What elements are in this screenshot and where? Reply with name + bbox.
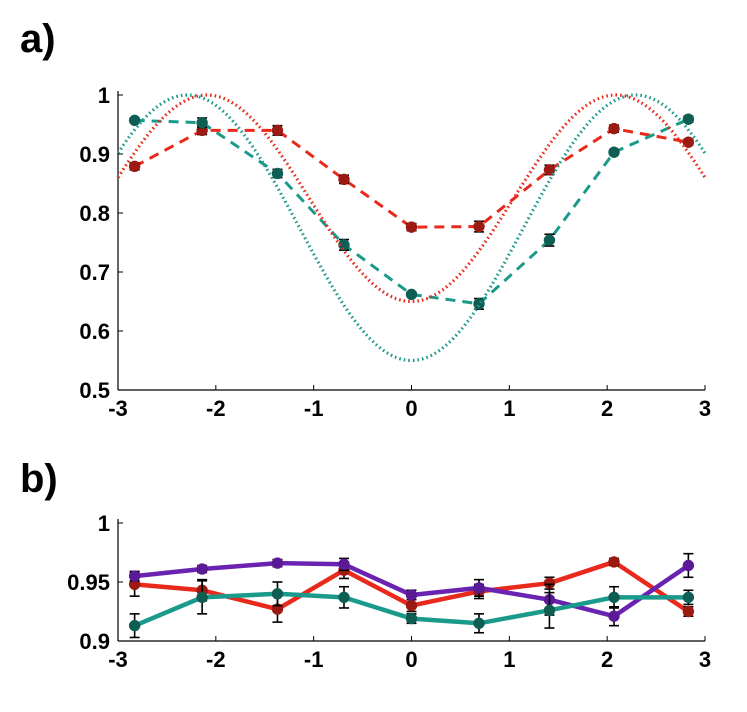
panel-a-data-point [128, 114, 141, 127]
panel-a-data-point [473, 298, 485, 310]
panel-b-data-point [608, 610, 620, 622]
panel-a-plot: -3 -2 -1 0 1 2 3 0.5 0.6 0.7 0.8 0.9 1 [79, 83, 711, 421]
panel-a-data-point [338, 173, 350, 186]
panel-b-data-point [128, 570, 141, 582]
panel-b-y-tick-label: 1 [98, 511, 110, 536]
panel-b-y-tick-label: 0.9 [79, 629, 110, 654]
panel-b-data-point [271, 588, 284, 600]
panel-a: a) -3 -2 -1 0 1 2 3 0.5 0.6 0.7 0.8 0.9 1 [20, 17, 711, 421]
panel-b-x-tick-label: 0 [405, 647, 417, 672]
panel-a-series-2 [128, 113, 695, 310]
panel-a-data-point [405, 221, 418, 233]
panel-a-series-3 [116, 93, 707, 304]
panel-b-data-point [405, 589, 418, 601]
panel-a-y-tick-label: 1 [98, 83, 110, 108]
panel-b-data-point [682, 591, 695, 604]
panel-b-x-tick-label: -3 [108, 647, 128, 672]
panel-a-series-line-2 [134, 117, 689, 306]
panel-b-data-point [196, 591, 208, 604]
panel-b-series-2 [128, 552, 695, 627]
panel-b-data-point [338, 558, 350, 571]
panel-a-y-tick-label: 0.8 [79, 201, 110, 226]
panel-b-label: b) [20, 457, 58, 501]
panel-a-y-tick-label: 0.5 [79, 378, 110, 403]
panel-a-data-point [405, 288, 418, 301]
panel-a-data-point [473, 220, 485, 233]
panel-a-y-tick-label: 0.9 [79, 142, 110, 167]
panel-b-data-point [608, 591, 620, 604]
panel-b-series-3 [128, 580, 695, 639]
panel-b-data-point [682, 559, 695, 572]
panel-b-data-point [405, 599, 418, 612]
panel-a-x-tick-label: -2 [206, 396, 226, 421]
panel-a-series-4 [116, 93, 707, 363]
panel-b-data-point [338, 591, 350, 604]
panel-a-data-point [128, 160, 141, 173]
panel-a-data-point [271, 124, 284, 137]
panel-b-x-tick-label: -2 [206, 647, 226, 672]
panel-a-series-1 [128, 122, 695, 233]
panel-b-x-tick-label: 1 [503, 647, 515, 672]
panel-a-x-tick-label: 1 [503, 396, 515, 421]
panel-a-x-tick-label: 2 [601, 396, 613, 421]
panel-b-data-point [543, 604, 556, 617]
panel-b-x-tick-label: 3 [699, 647, 711, 672]
panel-b-data-point [682, 605, 695, 618]
panel-b: b) -3 -2 -1 0 1 2 3 0.9 0.95 1 [20, 457, 711, 672]
panel-a-model-curve-4 [116, 93, 707, 363]
panel-a-model-curve-3 [116, 93, 707, 304]
panel-b-data-point [405, 612, 418, 625]
panel-a-data-point [271, 167, 284, 180]
panel-a-data-point [196, 116, 208, 129]
panel-b-y-tick-label: 0.95 [67, 570, 110, 595]
panel-a-data-point [682, 136, 695, 148]
panel-b-data-point [128, 619, 141, 632]
panel-b-data-point [608, 556, 620, 568]
panel-a-x-tick-label: 0 [405, 396, 417, 421]
panel-a-x-tick-label: -3 [108, 396, 128, 421]
panel-b-data-point [473, 617, 485, 630]
panel-a-data-point [338, 239, 350, 251]
panel-a-y-tick-label: 0.7 [79, 260, 110, 285]
panel-a-x-tick-label: 3 [699, 396, 711, 421]
panel-a-data-point [608, 146, 620, 158]
panel-a-data-point [608, 122, 620, 135]
panel-b-x-tick-label: -1 [304, 647, 324, 672]
panel-b-x-tick-label: 2 [601, 647, 613, 672]
panel-b-data-point [271, 557, 284, 569]
panel-b-data-point [196, 563, 208, 575]
panel-a-label: a) [20, 17, 56, 61]
panel-a-data-point [682, 113, 695, 125]
panel-b-data-point [473, 582, 485, 594]
panel-a-data-point [543, 234, 556, 246]
panel-a-y-tick-label: 0.6 [79, 319, 110, 344]
panel-a-x-tick-label: -1 [304, 396, 324, 421]
panel-a-series-line-1 [133, 127, 689, 229]
panel-b-plot: -3 -2 -1 0 1 2 3 0.9 0.95 1 [67, 511, 711, 672]
